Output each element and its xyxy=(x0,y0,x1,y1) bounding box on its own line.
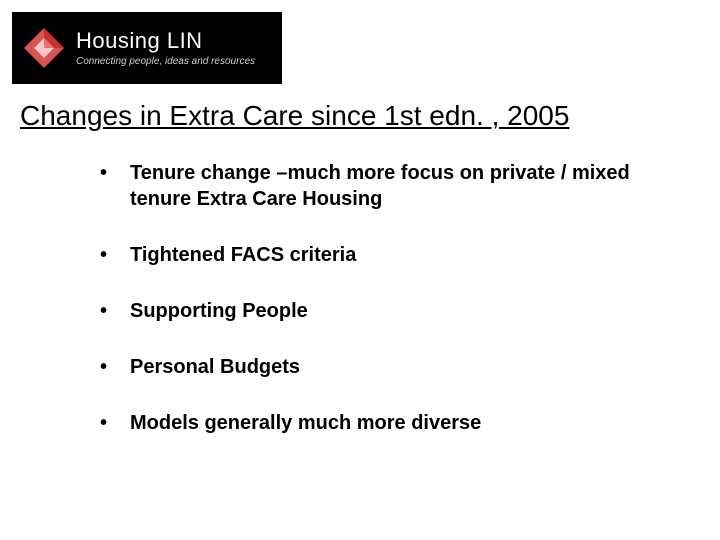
bullet-marker: • xyxy=(100,242,130,268)
bullet-text: Models generally much more diverse xyxy=(130,410,481,436)
bullet-marker: • xyxy=(100,354,130,380)
bullet-text: Tightened FACS criteria xyxy=(130,242,356,268)
bullet-marker: • xyxy=(100,160,130,186)
list-item: • Supporting People xyxy=(100,298,640,324)
logo-block: Housing LIN Connecting people, ideas and… xyxy=(12,12,282,84)
logo-mark-icon xyxy=(22,26,66,70)
list-item: • Personal Budgets xyxy=(100,354,640,380)
bullet-marker: • xyxy=(100,410,130,436)
slide-heading: Changes in Extra Care since 1st edn. , 2… xyxy=(20,100,700,132)
list-item: • Models generally much more diverse xyxy=(100,410,640,436)
bullet-marker: • xyxy=(100,298,130,324)
list-item: • Tightened FACS criteria xyxy=(100,242,640,268)
logo-title: Housing LIN xyxy=(76,29,255,53)
bullet-text: Personal Budgets xyxy=(130,354,300,380)
bullet-list: • Tenure change –much more focus on priv… xyxy=(100,160,640,466)
slide: Housing LIN Connecting people, ideas and… xyxy=(0,0,720,540)
list-item: • Tenure change –much more focus on priv… xyxy=(100,160,640,212)
bullet-text: Supporting People xyxy=(130,298,308,324)
logo-text-wrap: Housing LIN Connecting people, ideas and… xyxy=(76,29,255,66)
logo-tagline: Connecting people, ideas and resources xyxy=(76,56,255,67)
bullet-text: Tenure change –much more focus on privat… xyxy=(130,160,640,212)
